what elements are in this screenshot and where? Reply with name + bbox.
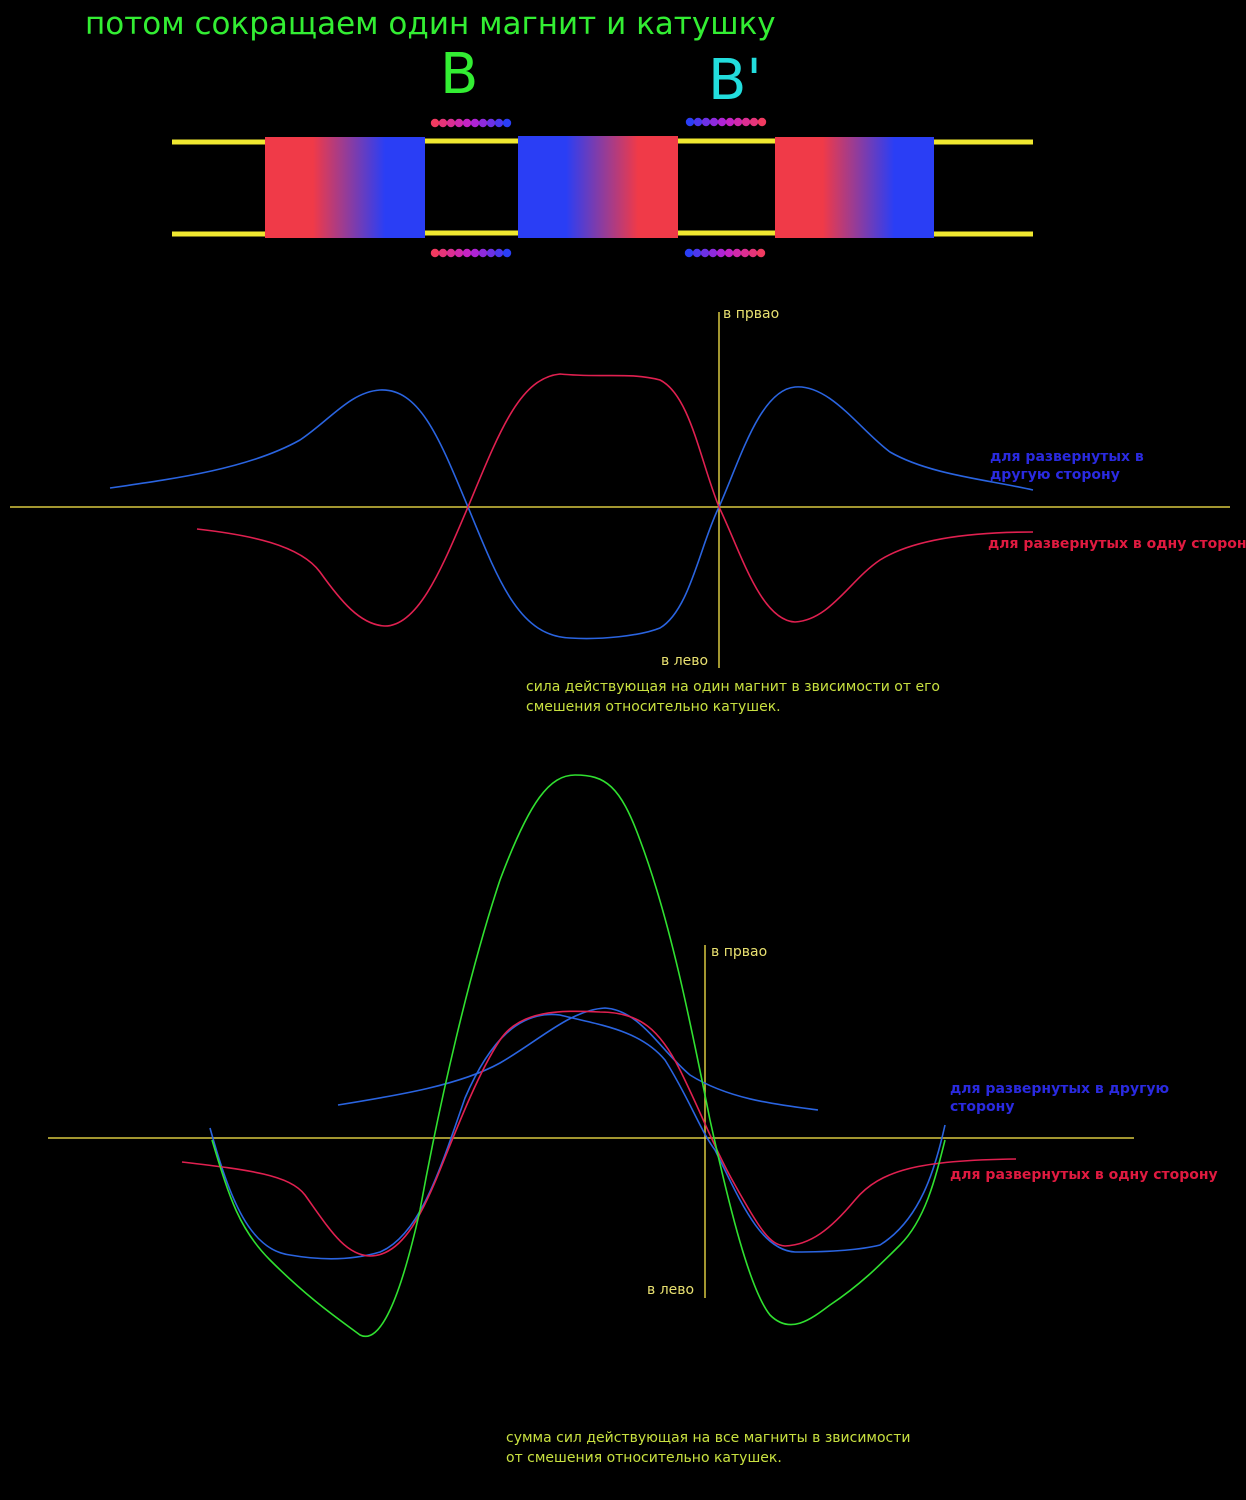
- coil-windings: [430, 117, 767, 258]
- coil-winding-dot: [478, 248, 488, 258]
- chart2-curve-other-direction-single: [337, 1007, 819, 1111]
- coil-winding-dot: [732, 248, 742, 258]
- coil-winding-dot: [693, 117, 703, 127]
- chart2: [48, 774, 1134, 1338]
- chart1-curve-other-direction: [109, 386, 1034, 640]
- rails: [172, 138, 1033, 237]
- chart1-caption: сила действующая на один магнит в звисим…: [526, 679, 940, 715]
- coil-winding-dot: [446, 248, 456, 258]
- coil-b-label: B: [440, 42, 479, 107]
- chart2-legend-other-direction: для развернутых в другую сторону: [950, 1081, 1170, 1115]
- coil-winding-dot: [717, 117, 727, 127]
- coil-winding-dot: [700, 248, 710, 258]
- coil-winding-dot: [709, 117, 719, 127]
- coil-winding-dot: [749, 117, 759, 127]
- diagram-title: потом сокращаем один магнит и катушку: [85, 6, 776, 42]
- coil-winding-dot: [462, 248, 472, 258]
- coil-winding-dot: [494, 248, 504, 258]
- coil-winding-dot: [430, 248, 440, 258]
- chart2-curve-sum: [211, 774, 946, 1338]
- coil-winding-dot: [756, 248, 766, 258]
- coil-winding-dot: [748, 248, 758, 258]
- coil-winding-dot: [502, 248, 512, 258]
- coil-winding-dot: [740, 248, 750, 258]
- coil-winding-dot: [494, 118, 504, 128]
- coil-winding-dot: [470, 118, 480, 128]
- coil-winding-dot: [708, 248, 718, 258]
- chart1-axis-bottom-label: в лево: [661, 653, 709, 669]
- coil-winding-dot: [478, 118, 488, 128]
- coil-winding-dot: [716, 248, 726, 258]
- coil-winding-dot: [502, 118, 512, 128]
- coil-winding-dot: [438, 118, 448, 128]
- magnet-left: [265, 137, 425, 238]
- coil-winding-dot: [438, 248, 448, 258]
- chart2-caption: сумма сил действующая на все магниты в з…: [506, 1430, 911, 1466]
- coil-winding-dot: [685, 117, 695, 127]
- coil-winding-dot: [701, 117, 711, 127]
- magnet-middle: [518, 136, 678, 238]
- chart1-axis-top-label: в првао: [723, 306, 780, 322]
- coil-winding-dot: [741, 117, 751, 127]
- coil-winding-dot: [757, 117, 767, 127]
- coil-winding-dot: [454, 118, 464, 128]
- coil-winding-dot: [430, 118, 440, 128]
- coil-winding-dot: [446, 118, 456, 128]
- coil-winding-dot: [724, 248, 734, 258]
- coil-winding-dot: [486, 248, 496, 258]
- chart2-axis-top-label: в првао: [711, 944, 768, 960]
- chart2-curve-same-direction: [181, 1010, 1017, 1257]
- coil-b-prime-label: B': [708, 48, 762, 113]
- coil-winding-dot: [692, 248, 702, 258]
- magnet-right: [775, 137, 934, 238]
- coil-winding-dot: [486, 118, 496, 128]
- coil-winding-dot: [462, 118, 472, 128]
- chart2-legend-same-direction: для развернутых в одну сторону: [950, 1167, 1218, 1183]
- coil-winding-dot: [733, 117, 743, 127]
- coil-winding-dot: [684, 248, 694, 258]
- chart2-curve-other-direction: [209, 1013, 946, 1260]
- chart1-legend-same-direction: для развернутых в одну сторону: [988, 536, 1246, 552]
- chart1-legend-other-direction: для развернутых в другую сторону: [990, 449, 1144, 483]
- coil-winding-dot: [454, 248, 464, 258]
- chart1: [10, 312, 1230, 668]
- coil-winding-dot: [725, 117, 735, 127]
- chart1-curve-same-direction: [196, 373, 1034, 627]
- coil-winding-dot: [470, 248, 480, 258]
- chart2-axis-bottom-label: в лево: [647, 1282, 695, 1298]
